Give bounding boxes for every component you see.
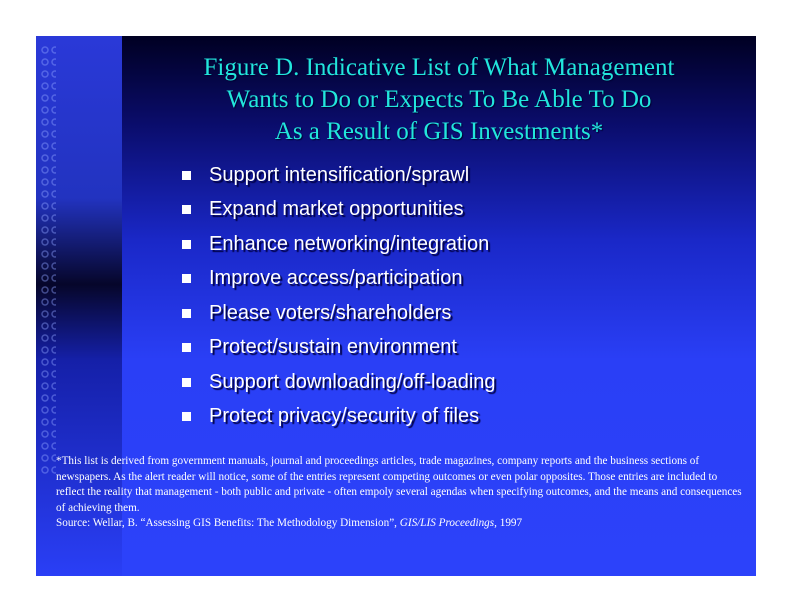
source-year: 1997 xyxy=(496,517,523,529)
bullet-item: Expand market opportunities xyxy=(182,193,496,228)
square-bullet-icon xyxy=(182,239,191,249)
bullet-text: Protect/sustain environment xyxy=(209,336,457,359)
slide: Figure D. Indicative List of What Manage… xyxy=(36,36,756,576)
bullet-text: Support intensification/sprawl xyxy=(209,163,470,186)
square-bullet-icon xyxy=(182,412,191,422)
footnote: *This list is derived from government ma… xyxy=(56,454,748,532)
bullet-item: Enhance networking/integration xyxy=(182,227,496,262)
square-bullet-icon xyxy=(182,308,191,318)
bullet-item: Support downloading/off-loading xyxy=(182,365,496,400)
source-prefix: Source: Wellar, B. “Assessing GIS Benefi… xyxy=(56,517,400,529)
slide-title: Figure D. Indicative List of What Manage… xyxy=(122,52,756,148)
source-citation: Source: Wellar, B. “Assessing GIS Benefi… xyxy=(56,516,748,532)
bullet-item: Protect/sustain environment xyxy=(182,331,496,366)
bullet-list: Support intensification/sprawl Expand ma… xyxy=(182,158,496,434)
footnote-text: *This list is derived from government ma… xyxy=(56,455,742,514)
square-bullet-icon xyxy=(182,170,191,180)
square-bullet-icon xyxy=(182,343,191,353)
title-line-2: Wants to Do or Expects To Be Able To Do xyxy=(226,86,652,113)
bullet-item: Support intensification/sprawl xyxy=(182,158,496,193)
title-line-1: Figure D. Indicative List of What Manage… xyxy=(203,54,675,81)
source-journal: GIS/LIS Proceedings, xyxy=(399,517,497,529)
bullet-text: Expand market opportunities xyxy=(209,198,464,221)
bullet-item: Please voters/shareholders xyxy=(182,296,496,331)
bullet-text: Improve access/participation xyxy=(209,267,463,290)
bullet-text: Please voters/shareholders xyxy=(209,301,452,324)
bullet-item: Improve access/participation xyxy=(182,262,496,297)
square-bullet-icon xyxy=(182,205,191,215)
bullet-text: Support downloading/off-loading xyxy=(209,370,496,393)
square-bullet-icon xyxy=(182,274,191,284)
decorative-side-strip xyxy=(36,36,122,576)
bullet-item: Protect privacy/security of files xyxy=(182,400,496,435)
title-line-3: As a Result of GIS Investments* xyxy=(274,118,604,145)
decorative-pattern xyxy=(40,44,56,476)
bullet-text: Enhance networking/integration xyxy=(209,232,490,255)
square-bullet-icon xyxy=(182,377,191,387)
bullet-text: Protect privacy/security of files xyxy=(209,405,480,428)
